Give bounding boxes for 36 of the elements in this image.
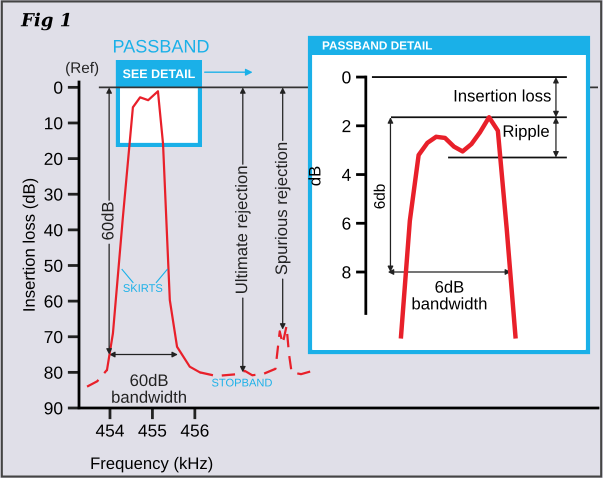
annotation: Ultimate rejection (235, 166, 251, 293)
annotation: 6db (374, 184, 385, 208)
y-tick-label: 8 (342, 266, 350, 278)
y-tick-label: 4 (342, 168, 351, 181)
chart-title: Fig 1 (20, 12, 70, 30)
y-tick-label: 20 (44, 152, 62, 166)
y-tick-label: 60 (44, 295, 62, 308)
y-tick-label: 40 (44, 224, 62, 236)
x-tick-label: 456 (180, 424, 209, 437)
x-tick-label: 454 (96, 424, 124, 437)
annotation: STOPBAND (212, 378, 272, 387)
y-tick-label: 30 (44, 188, 62, 201)
annotation: Ripple (504, 124, 549, 140)
text: (Ref) (66, 62, 98, 76)
y-tick-label: 0 (54, 82, 62, 94)
y-axis-title: Insertion loss (dB) (22, 178, 38, 311)
annotation: 60dB bandwidth (112, 374, 186, 403)
annotation: SKIRTS (123, 284, 162, 292)
text: SEE DETAIL (122, 69, 195, 78)
annotation: Insertion loss (454, 89, 551, 102)
y-tick-label: 10 (45, 117, 62, 130)
y-tick-label: 50 (44, 260, 62, 272)
x-tick-label: 455 (138, 424, 166, 437)
annotation: 60dB (101, 202, 114, 240)
y-tick-label: 80 (44, 366, 62, 379)
y-tick-label: 0 (342, 71, 351, 84)
annotation: 6dB bandwidth (412, 280, 486, 310)
y-axis-title: dB (308, 166, 321, 186)
chart-title: PASSBAND DETAIL (322, 41, 432, 50)
y-tick-label: 70 (44, 330, 62, 344)
text: PASSBAND (114, 40, 209, 53)
y-tick-label: 6 (342, 217, 350, 230)
y-tick-label: 2 (342, 120, 350, 132)
annotation: Spurious rejection (274, 142, 290, 274)
x-axis-title: Frequency (kHz) (91, 456, 212, 472)
y-tick-label: 90 (44, 402, 62, 414)
